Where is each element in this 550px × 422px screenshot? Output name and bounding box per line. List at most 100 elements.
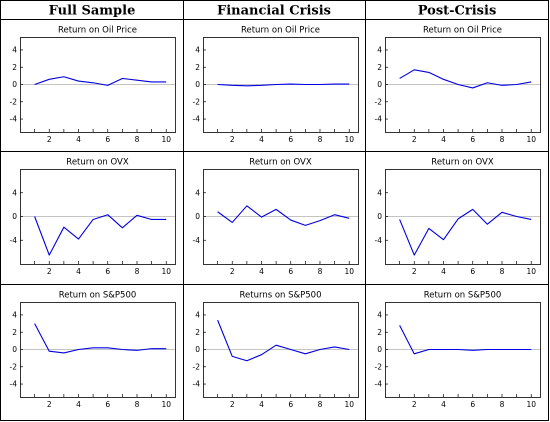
x-tick-label: 8 — [318, 267, 323, 276]
y-tick-label: -2 — [375, 97, 383, 106]
x-tick-label: 2 — [47, 135, 52, 144]
plot-frame — [385, 302, 541, 398]
x-tick-label: 6 — [288, 267, 293, 276]
x-tick-label: 4 — [259, 400, 264, 409]
y-tick-label: 4 — [12, 311, 17, 320]
plot-frame — [20, 37, 176, 133]
y-tick-label: -2 — [193, 97, 201, 106]
series-line-1 — [399, 69, 532, 89]
y-tick-label: -4 — [375, 236, 383, 245]
y-tick-label: 0 — [12, 212, 17, 221]
x-tick-label: 4 — [441, 135, 446, 144]
x-tick-label: 8 — [135, 267, 140, 276]
series-line-1 — [217, 205, 350, 226]
plot-frame — [385, 37, 541, 133]
y-tick-label: -2 — [10, 97, 18, 106]
y-tick-label: 0 — [195, 345, 200, 354]
y-tick-label: -4 — [193, 236, 201, 245]
plot-frame — [20, 302, 176, 398]
x-tick-label: 4 — [441, 400, 446, 409]
series-line-1 — [399, 325, 532, 355]
x-tick-label: 10 — [344, 400, 354, 409]
x-tick-label: 4 — [259, 267, 264, 276]
x-tick-label: 6 — [288, 135, 293, 144]
series-line-1 — [34, 323, 167, 354]
chart-panel-3: Return on Oil Price 4 2 0 -2 -4 2 4 6 8 10 — [375, 26, 541, 144]
y-tick-label: 0 — [377, 212, 382, 221]
y-tick-label: 0 — [195, 80, 200, 89]
x-tick-label: 6 — [470, 135, 475, 144]
plot-frame — [203, 37, 359, 133]
x-tick-label: 6 — [105, 267, 110, 276]
x-tick-label: 6 — [105, 135, 110, 144]
y-tick-label: -4 — [10, 115, 18, 124]
y-tick-label: 4 — [195, 311, 200, 320]
y-tick-label: 4 — [377, 188, 382, 197]
x-tick-label: 2 — [230, 135, 235, 144]
y-tick-label: -4 — [193, 380, 201, 389]
x-tick-label: 4 — [76, 267, 81, 276]
y-tick-label: 4 — [377, 46, 382, 55]
x-tick-label: 4 — [76, 135, 81, 144]
chart-title: Return on OVX — [249, 158, 312, 168]
column-header-financial-crisis: Financial Crisis — [217, 4, 331, 19]
y-tick-label: 2 — [377, 328, 382, 337]
x-tick-label: 6 — [470, 400, 475, 409]
x-tick-label: 2 — [230, 400, 235, 409]
chart-title: Return on OVX — [431, 158, 494, 168]
y-tick-label: 4 — [12, 46, 17, 55]
x-tick-label: 2 — [412, 267, 417, 276]
plot-frame — [203, 302, 359, 398]
series-line-1 — [217, 319, 350, 362]
x-tick-label: 10 — [161, 135, 171, 144]
x-tick-label: 4 — [259, 135, 264, 144]
x-tick-label: 2 — [47, 267, 52, 276]
x-tick-label: 8 — [500, 400, 505, 409]
y-tick-label: 4 — [195, 46, 200, 55]
chart-panel-9: Return on S&P500 4 2 0 -2 -4 2 4 6 8 10 — [375, 291, 541, 409]
y-tick-label: -4 — [10, 380, 18, 389]
x-tick-label: 6 — [105, 400, 110, 409]
series-line-1 — [399, 208, 532, 256]
y-tick-label: -4 — [193, 115, 201, 124]
y-tick-label: 2 — [12, 63, 17, 72]
x-tick-label: 4 — [441, 267, 446, 276]
x-tick-label: 10 — [161, 400, 171, 409]
y-tick-label: -4 — [375, 115, 383, 124]
y-tick-label: -2 — [193, 362, 201, 371]
plot-frame — [385, 169, 541, 265]
x-tick-label: 6 — [288, 400, 293, 409]
chart-panel-7: Return on S&P500 4 2 0 -2 -4 2 4 6 8 10 — [10, 291, 176, 409]
panels-grid: Return on Oil Price 4 2 0 -2 -4 2 4 6 8 10 Return o… — [10, 26, 541, 409]
y-tick-label: 4 — [12, 188, 17, 197]
y-tick-label: -2 — [375, 362, 383, 371]
y-tick-label: 4 — [377, 311, 382, 320]
series-line-1 — [217, 83, 350, 87]
x-tick-label: 2 — [47, 400, 52, 409]
y-tick-label: -2 — [10, 362, 18, 371]
column-header-full-sample: Full Sample — [49, 4, 136, 19]
chart-title: Returns on S&P500 — [240, 291, 322, 301]
x-tick-label: 8 — [500, 267, 505, 276]
y-tick-label: 0 — [12, 80, 17, 89]
chart-panel-4: Return on OVX 4 0 -4 2 4 6 8 10 — [10, 158, 176, 276]
x-tick-label: 8 — [318, 400, 323, 409]
y-tick-label: 2 — [195, 63, 200, 72]
chart-panel-5: Return on OVX 4 0 -4 2 4 6 8 10 — [193, 158, 359, 276]
x-tick-label: 8 — [318, 135, 323, 144]
column-header-post-crisis: Post-Crisis — [418, 4, 497, 19]
x-tick-label: 2 — [230, 267, 235, 276]
series-line-1 — [34, 214, 167, 256]
x-tick-label: 2 — [412, 135, 417, 144]
x-tick-label: 6 — [470, 267, 475, 276]
x-tick-label: 4 — [76, 400, 81, 409]
chart-title: Return on Oil Price — [241, 26, 320, 36]
y-tick-label: 4 — [195, 188, 200, 197]
y-tick-label: 0 — [377, 345, 382, 354]
x-tick-label: 2 — [412, 400, 417, 409]
y-tick-label: 0 — [12, 345, 17, 354]
chart-title: Return on S&P500 — [59, 291, 137, 301]
chart-panel-6: Return on OVX 4 0 -4 2 4 6 8 10 — [375, 158, 541, 276]
